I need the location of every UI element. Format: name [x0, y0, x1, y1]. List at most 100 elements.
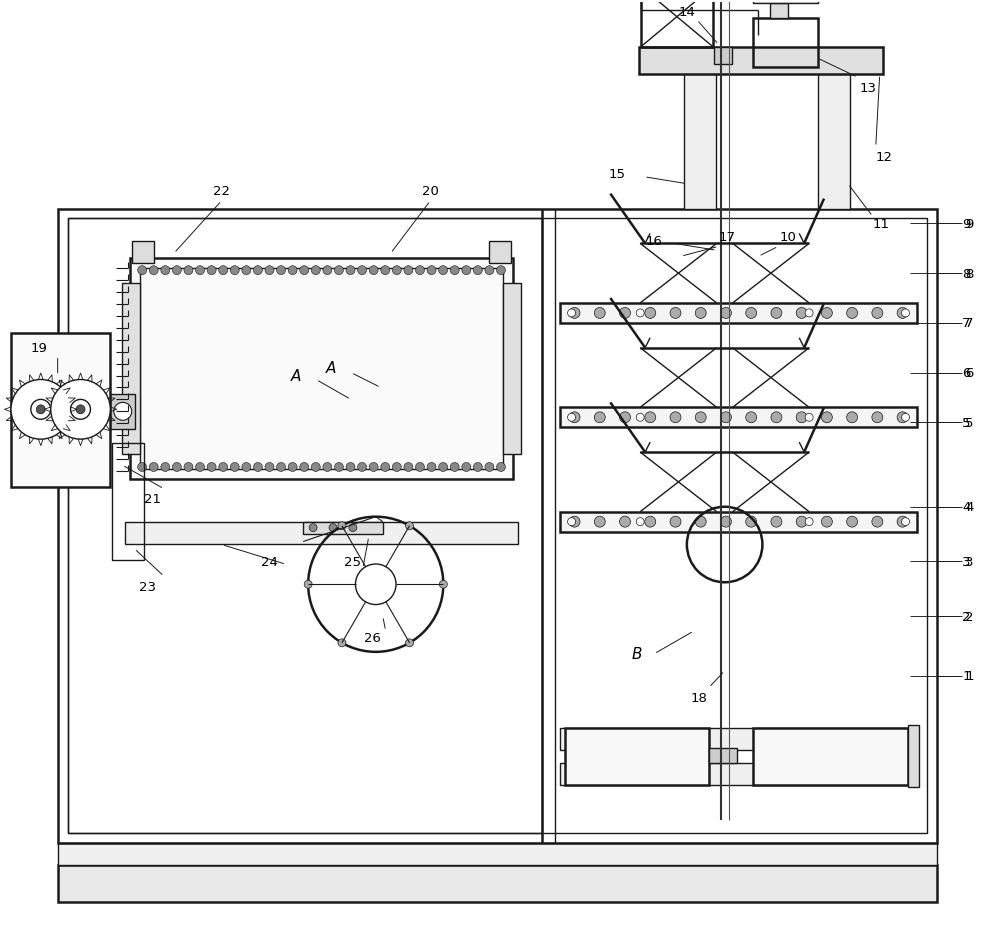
Circle shape — [670, 308, 681, 319]
Circle shape — [847, 413, 858, 424]
Bar — [565, 729, 709, 785]
Circle shape — [242, 266, 251, 275]
Circle shape — [392, 266, 401, 275]
Text: A: A — [326, 361, 336, 375]
Circle shape — [450, 266, 459, 275]
Circle shape — [346, 463, 355, 472]
Circle shape — [462, 266, 471, 275]
Circle shape — [76, 405, 85, 414]
Circle shape — [636, 413, 644, 422]
Circle shape — [720, 308, 731, 319]
Bar — [303, 522, 383, 534]
Text: 19: 19 — [31, 342, 48, 355]
Bar — [489, 242, 511, 264]
Circle shape — [369, 266, 378, 275]
Bar — [753, 0, 818, 4]
Text: 9: 9 — [962, 218, 971, 231]
Circle shape — [872, 413, 883, 424]
Bar — [58, 843, 937, 865]
Text: 3: 3 — [965, 555, 974, 568]
Bar — [58, 865, 937, 902]
Circle shape — [821, 516, 832, 527]
Text: 8: 8 — [965, 267, 974, 280]
Circle shape — [902, 413, 910, 422]
Circle shape — [288, 266, 297, 275]
Circle shape — [230, 266, 239, 275]
Circle shape — [338, 522, 346, 530]
Circle shape — [71, 400, 90, 420]
Bar — [714, 47, 732, 65]
Bar — [132, 242, 154, 264]
Bar — [140, 269, 503, 469]
Bar — [818, 70, 850, 210]
Circle shape — [277, 463, 286, 472]
Circle shape — [568, 518, 576, 526]
Circle shape — [805, 518, 813, 526]
Circle shape — [415, 463, 424, 472]
Circle shape — [338, 639, 346, 647]
Circle shape — [304, 580, 312, 589]
Circle shape — [670, 516, 681, 527]
Circle shape — [346, 266, 355, 275]
Bar — [58, 210, 937, 843]
Circle shape — [473, 266, 482, 275]
Bar — [753, 729, 908, 785]
Bar — [641, 0, 713, 47]
Circle shape — [358, 463, 367, 472]
Circle shape — [381, 266, 390, 275]
Text: 6: 6 — [962, 367, 971, 380]
Circle shape — [184, 266, 193, 275]
Circle shape — [439, 266, 448, 275]
Circle shape — [309, 524, 317, 532]
Circle shape — [594, 516, 605, 527]
Circle shape — [427, 266, 436, 275]
Circle shape — [746, 308, 757, 319]
Circle shape — [196, 463, 205, 472]
Circle shape — [872, 308, 883, 319]
Circle shape — [265, 463, 274, 472]
Circle shape — [594, 413, 605, 424]
Bar — [130, 259, 513, 479]
Circle shape — [138, 266, 147, 275]
Text: 23: 23 — [139, 580, 156, 593]
Bar — [560, 729, 915, 751]
Circle shape — [902, 310, 910, 318]
Bar — [110, 395, 135, 430]
Text: 2: 2 — [965, 610, 974, 623]
Bar — [112, 444, 144, 561]
Circle shape — [620, 308, 630, 319]
Circle shape — [568, 310, 576, 318]
Text: 16: 16 — [646, 235, 663, 248]
Circle shape — [427, 463, 436, 472]
Circle shape — [358, 266, 367, 275]
Circle shape — [329, 524, 337, 532]
Circle shape — [897, 308, 908, 319]
Text: 2: 2 — [962, 610, 971, 623]
Circle shape — [219, 463, 228, 472]
Circle shape — [645, 516, 656, 527]
Text: 3: 3 — [962, 555, 971, 568]
Text: 8: 8 — [962, 267, 971, 280]
Bar — [68, 220, 927, 832]
Text: 21: 21 — [144, 493, 161, 506]
Circle shape — [300, 463, 309, 472]
Circle shape — [805, 310, 813, 318]
Text: 6: 6 — [965, 367, 974, 380]
Circle shape — [821, 308, 832, 319]
Circle shape — [311, 266, 320, 275]
Circle shape — [620, 516, 630, 527]
Circle shape — [569, 413, 580, 424]
Circle shape — [334, 266, 343, 275]
Circle shape — [196, 266, 205, 275]
Circle shape — [847, 308, 858, 319]
Circle shape — [796, 516, 807, 527]
Circle shape — [349, 524, 357, 532]
Circle shape — [219, 266, 228, 275]
Circle shape — [695, 413, 706, 424]
Text: 5: 5 — [965, 416, 974, 429]
Circle shape — [265, 266, 274, 275]
Text: 4: 4 — [962, 501, 971, 514]
Text: 10: 10 — [780, 231, 797, 244]
Text: 7: 7 — [962, 317, 971, 330]
Circle shape — [796, 413, 807, 424]
